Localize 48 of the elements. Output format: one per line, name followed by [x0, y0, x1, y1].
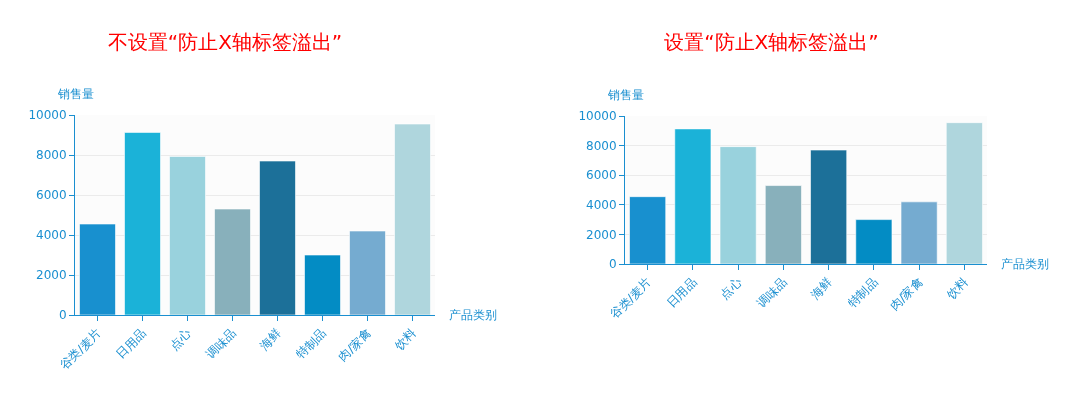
bar — [855, 219, 893, 264]
y-tick-label: 8000 — [586, 138, 617, 153]
x-tick-label: 特制品 — [844, 274, 881, 311]
y-tick-label: 4000 — [586, 198, 617, 212]
y-tick-label: 0 — [58, 308, 67, 323]
y-tick-label: 2000 — [36, 268, 67, 283]
bar — [124, 131, 161, 315]
x-tick-label: 肉/家禽 — [335, 325, 374, 365]
bar — [304, 254, 341, 315]
bar — [810, 149, 848, 264]
x-tick-label: 日用品 — [113, 325, 149, 362]
y-tick-label: 8000 — [36, 148, 67, 163]
bar — [394, 123, 431, 315]
chart-title: 不设置“防止X轴标签溢出” — [107, 30, 343, 54]
bar — [764, 185, 802, 264]
chart-title: 设置“防止X轴标签溢出” — [664, 30, 879, 54]
y-tick-label: 2000 — [586, 227, 617, 242]
bar — [900, 201, 938, 264]
bar — [674, 128, 712, 264]
bar — [719, 146, 757, 264]
x-tick-label: 肉/家禽 — [887, 274, 926, 314]
y-tick-label: 10000 — [578, 109, 617, 124]
x-tick-label: 日用品 — [663, 274, 700, 311]
x-tick-label: 谷类/麦片 — [57, 325, 104, 373]
bar — [214, 208, 251, 315]
bar — [259, 160, 296, 315]
x-tick-label: 谷类/麦片 — [607, 274, 654, 322]
bar — [945, 122, 983, 264]
bar — [169, 155, 206, 315]
y-tick-label: 4000 — [36, 228, 67, 243]
x-axis-title: 产品类别 — [449, 308, 497, 322]
y-axis-title: 销售量 — [607, 88, 644, 102]
x-tick-label: 海鲜 — [808, 274, 835, 302]
y-tick-label: 0 — [608, 257, 617, 272]
x-tick-label: 调味品 — [754, 274, 790, 311]
y-tick-label: 6000 — [36, 188, 67, 203]
x-tick-label: 特制品 — [293, 325, 329, 362]
y-axis-title: 销售量 — [57, 87, 94, 101]
x-axis-title: 产品类别 — [1001, 257, 1049, 271]
bar — [349, 230, 386, 315]
x-tick-label: 点心 — [717, 274, 745, 302]
y-tick-label: 6000 — [586, 168, 617, 183]
x-tick-label: 饮料 — [391, 325, 419, 354]
x-tick-label: 饮料 — [943, 274, 971, 303]
x-tick-label: 调味品 — [203, 325, 239, 362]
x-tick-label: 点心 — [166, 325, 194, 353]
y-tick-label: 10000 — [28, 108, 67, 123]
x-tick-label: 海鲜 — [256, 325, 284, 353]
